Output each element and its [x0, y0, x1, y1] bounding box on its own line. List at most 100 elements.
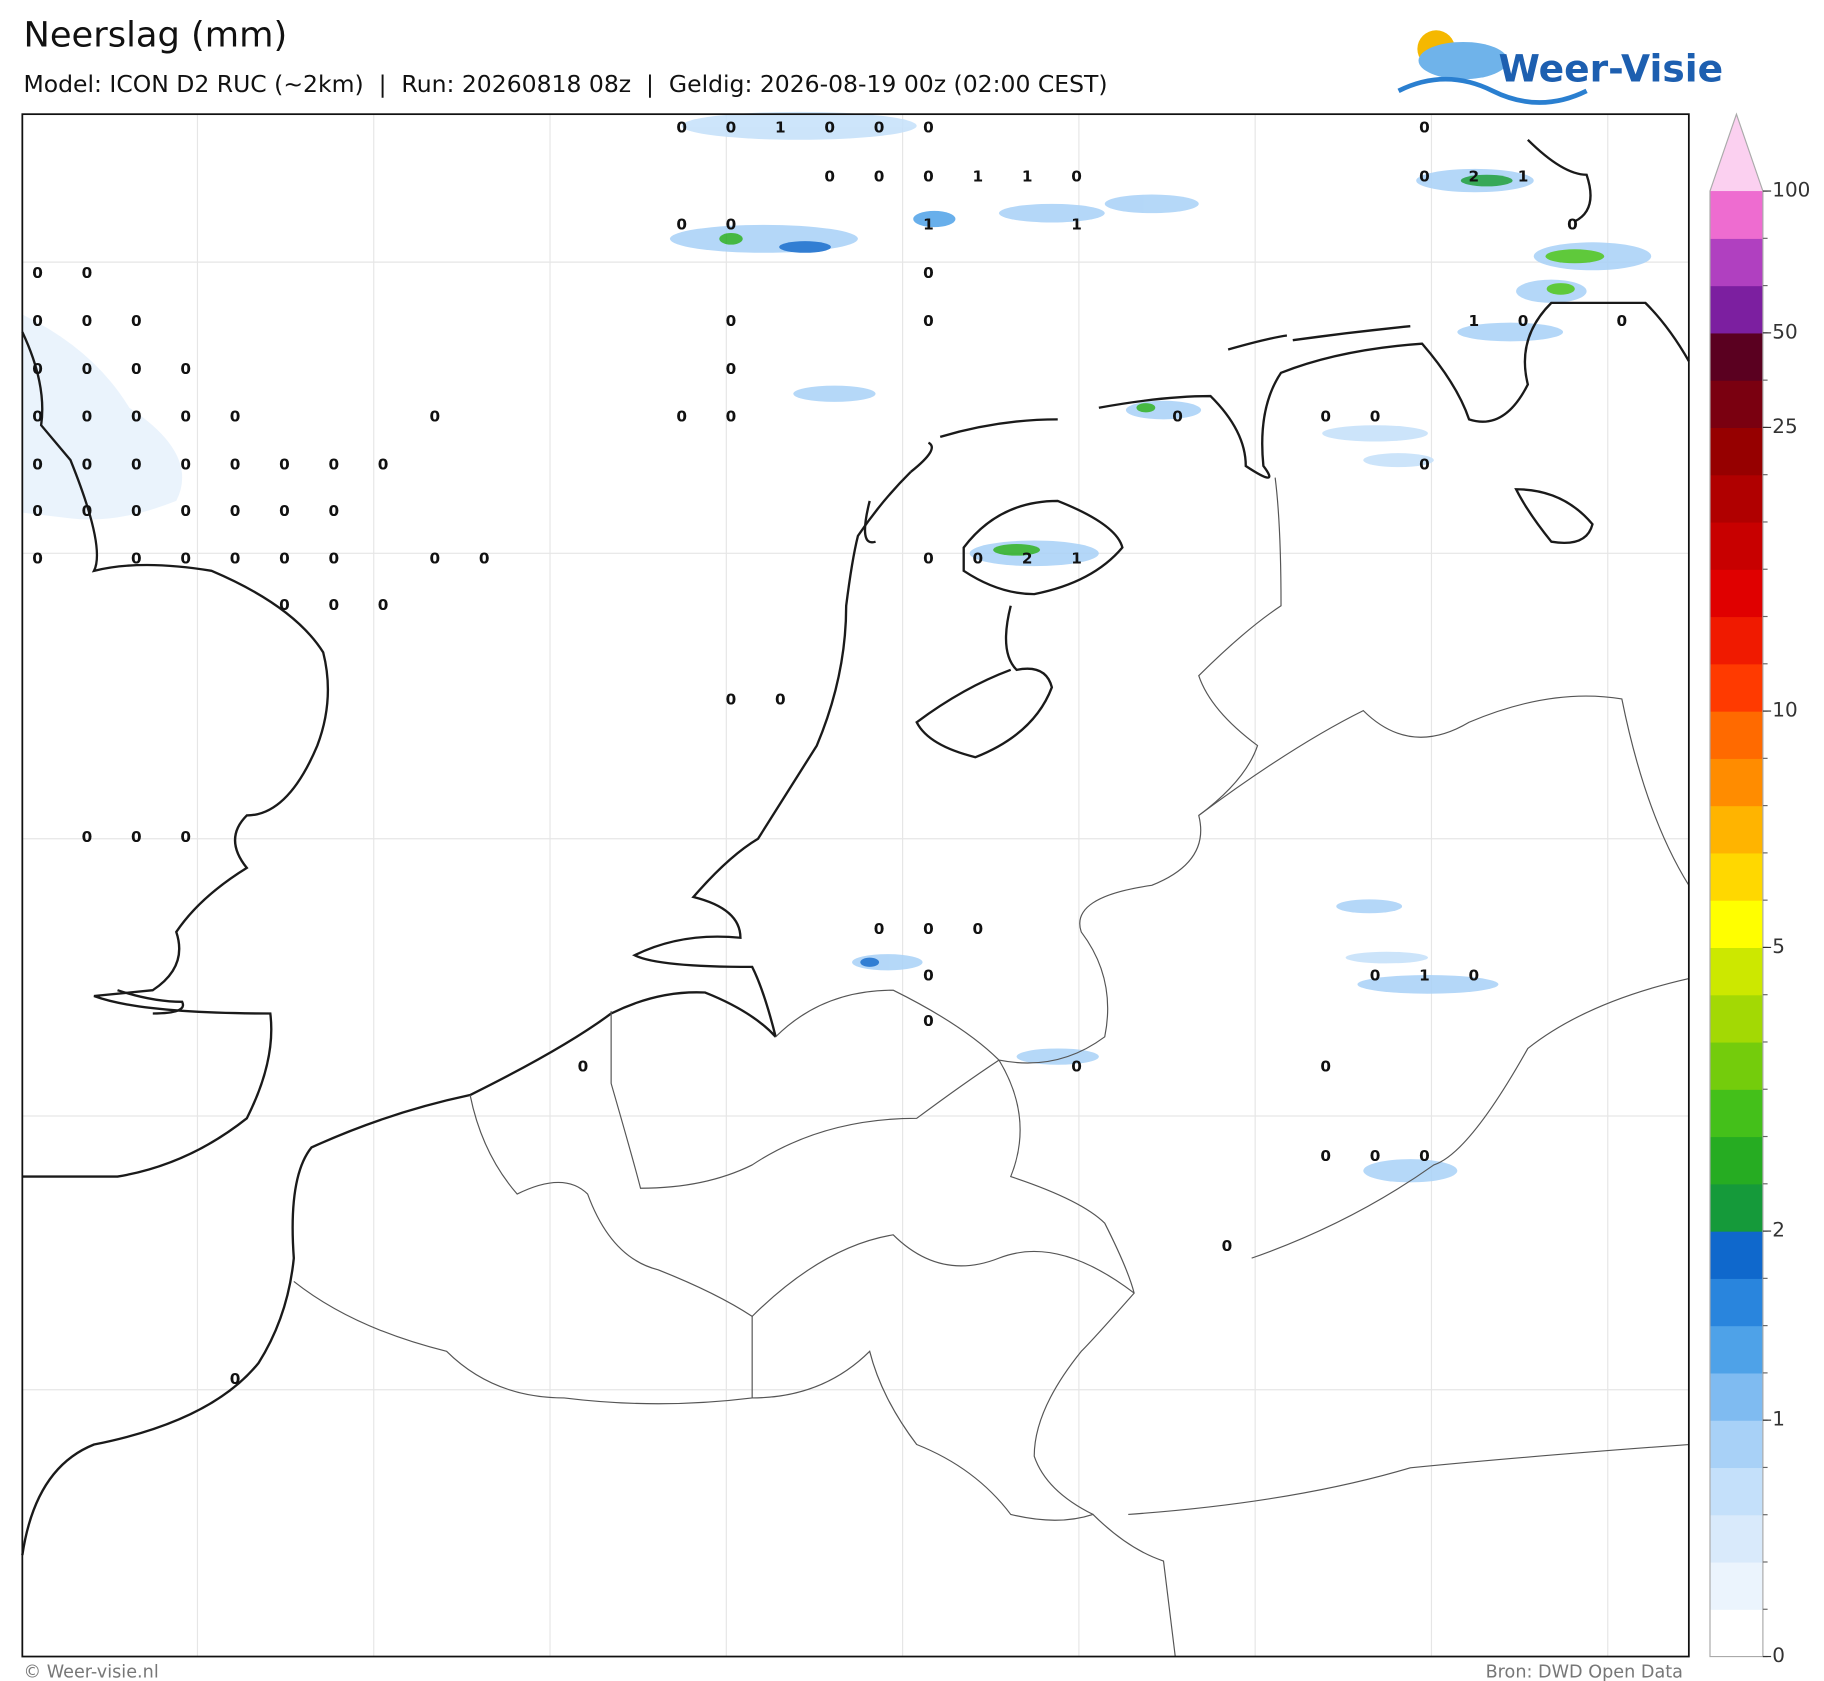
point-value: 0	[82, 360, 93, 378]
point-value: 1	[775, 119, 786, 137]
point-value: 0	[230, 455, 241, 473]
point-value: 0	[180, 408, 191, 426]
colorbar-segment	[1710, 521, 1763, 570]
subtitle: Model: ICON D2 RUC (~2km) | Run: 2026081…	[24, 70, 1108, 98]
point-value: 0	[726, 360, 737, 378]
point-value: 0	[874, 920, 885, 938]
colorbar-segment	[1710, 1325, 1763, 1374]
point-value: 0	[1320, 408, 1331, 426]
colorbar-segment	[1710, 1231, 1763, 1279]
point-value: 1	[1071, 550, 1082, 568]
point-value: 0	[726, 408, 737, 426]
point-value: 0	[1172, 408, 1183, 426]
colorbar-segment	[1710, 852, 1763, 901]
point-value: 1	[1071, 215, 1082, 233]
colorbar-outline	[1709, 112, 1764, 1658]
point-value: 0	[328, 502, 339, 520]
colorbar-segment	[1710, 1041, 1763, 1090]
point-value: 0	[1419, 168, 1430, 186]
point-value: 0	[1370, 967, 1381, 985]
colorbar-segment	[1710, 1420, 1763, 1469]
footer-left: © Weer-visie.nl	[24, 1663, 159, 1681]
point-value: 0	[676, 119, 687, 137]
point-value: 0	[430, 408, 441, 426]
point-value: 0	[131, 550, 142, 568]
point-value: 0	[82, 408, 93, 426]
point-value: 0	[180, 455, 191, 473]
colorbar-segment	[1710, 1089, 1763, 1138]
point-value: 0	[32, 550, 43, 568]
colorbar-segment	[1710, 947, 1763, 996]
colorbar-tick-label: 100	[1772, 179, 1810, 202]
footer-right: Bron: DWD Open Data	[1486, 1663, 1683, 1681]
point-value: 0	[676, 408, 687, 426]
point-value: 0	[32, 360, 43, 378]
colorbar-segment	[1710, 285, 1763, 334]
colorbar-segment	[1710, 805, 1763, 854]
point-value: 0	[923, 920, 934, 938]
point-value: 0	[1518, 312, 1529, 330]
point-value: 0	[32, 312, 43, 330]
colorbar-segment	[1710, 900, 1763, 949]
point-value: 0	[1617, 312, 1628, 330]
point-value: 0	[1419, 1147, 1430, 1165]
point-value: 0	[726, 215, 737, 233]
point-value: 0	[279, 502, 290, 520]
colorbar-segment	[1710, 569, 1763, 618]
point-value: 0	[180, 828, 191, 846]
colorbar-segment	[1710, 1467, 1763, 1516]
point-value: 0	[1370, 408, 1381, 426]
point-value: 0	[328, 596, 339, 614]
colorbar-tick-label: 50	[1772, 320, 1797, 343]
colorbar-segment	[1710, 474, 1763, 523]
colorbar-segment	[1710, 1561, 1763, 1610]
point-value: 0	[279, 455, 290, 473]
point-value: 0	[378, 455, 389, 473]
point-value: 0	[1222, 1237, 1233, 1255]
colorbar-segment	[1710, 1609, 1763, 1658]
point-value: 2	[1022, 550, 1033, 568]
point-value: 0	[230, 550, 241, 568]
point-value: 0	[726, 691, 737, 709]
colorbar-segment	[1710, 616, 1763, 665]
point-value: 0	[1419, 119, 1430, 137]
colorbar-segment	[1710, 332, 1763, 381]
point-value: 0	[131, 502, 142, 520]
point-value: 0	[923, 119, 934, 137]
point-value: 0	[82, 264, 93, 282]
colorbar-segment	[1710, 711, 1763, 759]
point-values: 0 0 1 0 0 0 0 0 0 0 1 1 0 0 2 1 0 0 1 1 0 0 0 0 0 0 0 0 0 1 0 0 0 0 0 0 0 0 0 0…	[32, 119, 1627, 1388]
point-value: 0	[230, 408, 241, 426]
point-value: 0	[874, 119, 885, 137]
point-value: 0	[923, 967, 934, 985]
point-value: 0	[131, 455, 142, 473]
point-value: 0	[578, 1058, 589, 1076]
point-value: 0	[479, 550, 490, 568]
colorbar-segment	[1710, 427, 1763, 476]
point-value: 0	[726, 119, 737, 137]
point-value: 0	[180, 550, 191, 568]
point-value: 0	[32, 502, 43, 520]
graticule	[22, 114, 1689, 1657]
map-frame	[21, 113, 1690, 1658]
point-value: 0	[82, 828, 93, 846]
colorbar-segment	[1710, 191, 1763, 239]
point-value: 0	[923, 1012, 934, 1030]
colorbar-tick-label: 10	[1772, 699, 1797, 722]
colorbar-segment	[1710, 1136, 1763, 1185]
point-value: 0	[32, 264, 43, 282]
point-value: 0	[1468, 967, 1479, 985]
colorbar-segment	[1710, 1183, 1763, 1232]
point-value: 0	[131, 828, 142, 846]
point-value: 0	[230, 502, 241, 520]
map: 0 0 1 0 0 0 0 0 0 0 1 1 0 0 2 1 0 0 1 1 0 0 0 0 0 0 0 0 0 1 0 0 0 0 0 0 0 0 0 0…	[21, 111, 1690, 1658]
point-value: 0	[180, 502, 191, 520]
point-value: 0	[180, 360, 191, 378]
point-value: 0	[82, 502, 93, 520]
point-value: 0	[923, 264, 934, 282]
point-value: 0	[775, 691, 786, 709]
colorbar-segment	[1710, 663, 1763, 712]
point-value: 0	[923, 550, 934, 568]
point-value: 0	[82, 455, 93, 473]
